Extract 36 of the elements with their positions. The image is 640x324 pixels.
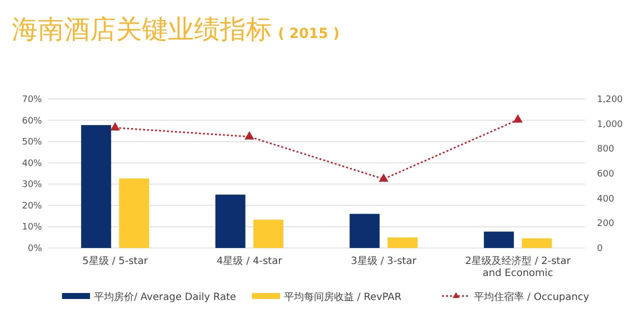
point xyxy=(378,173,388,182)
y2-tick-label: 400 xyxy=(597,194,614,204)
bar xyxy=(253,220,284,248)
y-tick-label: 40% xyxy=(22,158,42,169)
legend-label: 平均住宿率 / Occupancy xyxy=(474,291,590,303)
bar xyxy=(484,232,514,248)
y-tick-label: 0% xyxy=(28,244,42,254)
y-tick-label: 10% xyxy=(22,222,42,233)
y2-tick-label: 0 xyxy=(597,244,603,254)
y-tick-label: 30% xyxy=(22,180,42,190)
legend-label: 平均每间房收益 / RevPAR xyxy=(284,291,402,303)
point xyxy=(513,114,523,123)
point xyxy=(110,122,120,131)
y2-tick-label: 1,200 xyxy=(597,95,624,105)
x-tick-label: 3星级 / 3-star xyxy=(350,255,418,267)
point xyxy=(244,131,254,140)
chart-title: 海南酒店关键业绩指标 xyxy=(12,15,272,45)
bar xyxy=(81,125,112,248)
y2-tick-label: 600 xyxy=(597,170,614,180)
y2-tick-label: 1,000 xyxy=(597,120,624,130)
x-tick-label: 2星级及经济型 / 2-star and Economic xyxy=(465,255,572,279)
y-tick-label: 20% xyxy=(22,201,42,212)
x-tick-label: 5星级 / 5-star xyxy=(82,255,149,267)
bar xyxy=(215,194,246,248)
bar xyxy=(388,237,418,248)
bar xyxy=(119,178,150,248)
y2-tick-label: 800 xyxy=(597,144,614,155)
bar xyxy=(350,214,380,248)
bar xyxy=(522,238,552,248)
y-tick-label: 50% xyxy=(22,138,42,148)
y-tick-label: 70% xyxy=(22,95,42,105)
y2-tick-label: 200 xyxy=(597,219,614,230)
x-tick-label: 4星级 / 4-star xyxy=(216,255,283,267)
y-tick-label: 60% xyxy=(22,116,42,126)
legend-label: 平均房价/ Average Daily Rate xyxy=(94,291,236,303)
chart-subtitle: ( 2015 ) xyxy=(278,26,340,42)
